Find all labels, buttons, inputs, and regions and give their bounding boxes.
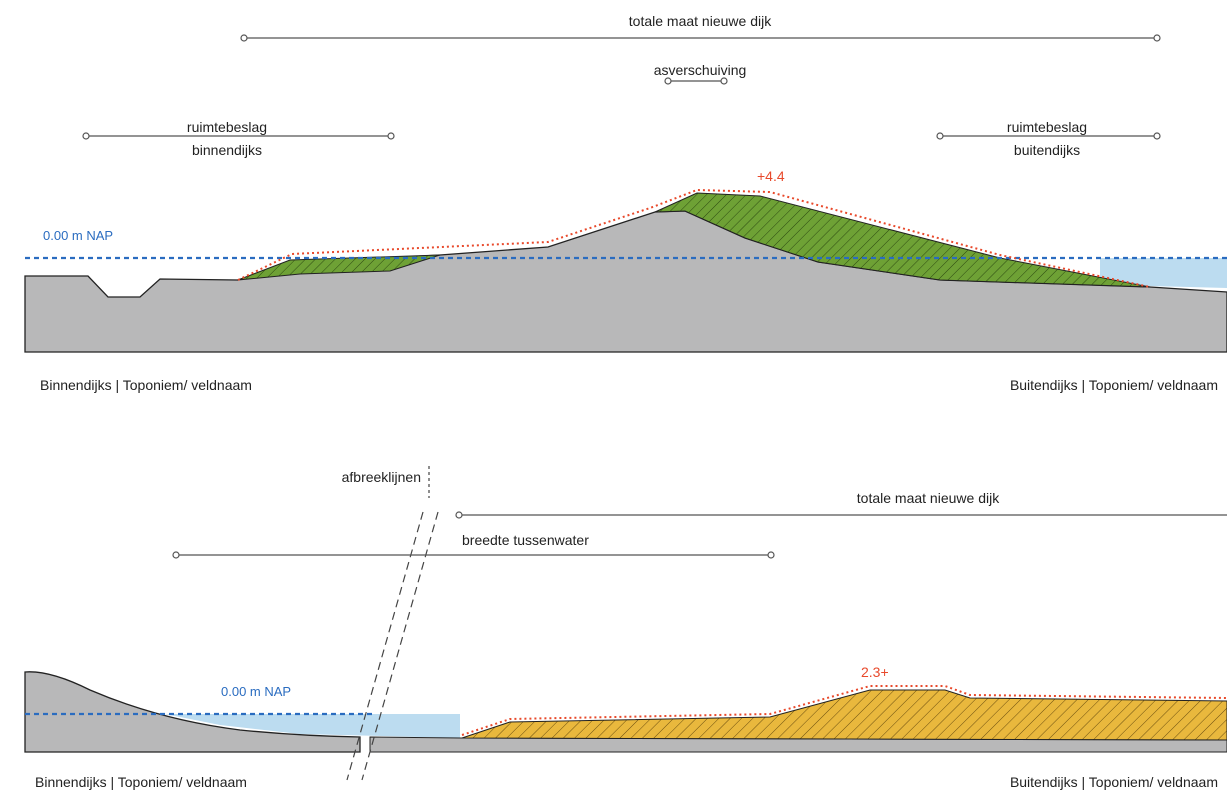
bottom-intermediate-width-dimension: breedte tussenwater <box>172 532 775 559</box>
top-nap-label: 0.00 m NAP <box>43 228 113 243</box>
bottom-new-profile-line <box>461 685 1227 736</box>
top-axis-shift-label: asverschuiving <box>654 62 747 78</box>
bottom-ground-right <box>369 736 1227 753</box>
top-new-profile-line <box>237 188 1151 288</box>
bottom-cross-section: 0.00 m NAP 2.3+ afbreeklijnen totale maa… <box>24 466 1227 790</box>
top-inner-space-label-1: ruimtebeslag <box>187 119 267 135</box>
top-axis-shift-dimension: asverschuiving <box>654 62 747 85</box>
bottom-water <box>165 714 460 738</box>
top-outer-reinforcement <box>654 192 1151 288</box>
top-outer-space-label-2: buitendijks <box>1014 142 1080 158</box>
bottom-intermediate-width-label: breedte tussenwater <box>462 532 589 548</box>
top-inner-space-label-2: binnendijks <box>192 142 262 158</box>
bottom-break-lines: afbreeklijnen <box>342 466 439 781</box>
bottom-ground-left <box>24 671 361 753</box>
top-outer-space-dimension: ruimtebeslag buitendijks <box>936 119 1161 158</box>
bottom-total-width-dimension: totale maat nieuwe dijk <box>455 490 1227 519</box>
bottom-break-lines-label: afbreeklijnen <box>342 469 421 485</box>
bottom-right-caption: Buitendijks | Toponiem/ veldnaam <box>1010 774 1218 790</box>
bottom-reinforcement <box>461 689 1227 741</box>
top-inner-reinforcement <box>237 254 441 281</box>
top-water <box>1100 258 1227 288</box>
bottom-total-width-label: totale maat nieuwe dijk <box>857 490 1000 506</box>
top-total-width-label: totale maat nieuwe dijk <box>629 13 772 29</box>
top-outer-space-label-1: ruimtebeslag <box>1007 119 1087 135</box>
top-inner-space-dimension: ruimtebeslag binnendijks <box>82 119 395 158</box>
top-total-width-dimension: totale maat nieuwe dijk <box>240 13 1161 42</box>
top-crest-level: +4.4 <box>757 168 785 184</box>
bottom-nap-label: 0.00 m NAP <box>221 684 291 699</box>
top-cross-section: 0.00 m NAP +4.4 totale maat nieuwe dijk … <box>24 13 1227 393</box>
bottom-crest-level: 2.3+ <box>861 664 889 680</box>
bottom-left-caption: Binnendijks | Toponiem/ veldnaam <box>35 774 247 790</box>
top-right-caption: Buitendijks | Toponiem/ veldnaam <box>1010 377 1218 393</box>
top-left-caption: Binnendijks | Toponiem/ veldnaam <box>40 377 252 393</box>
